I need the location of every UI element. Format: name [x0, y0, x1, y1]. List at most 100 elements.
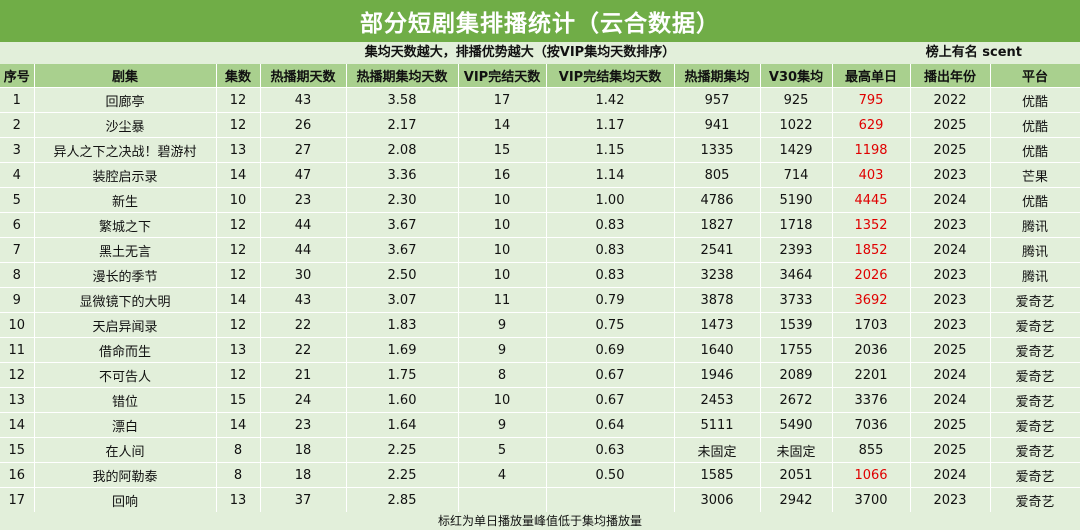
ranking-table: 序号 剧集 集数 热播期天数 热播期集均天数 VIP完结天数 VIP完结集均天数 热播期集均 V… — [0, 64, 1080, 513]
table-cell: 43 — [260, 287, 347, 313]
table-cell: 3692 — [832, 287, 911, 313]
table-cell: 1 — [0, 87, 35, 113]
table-cell: 16 — [458, 162, 547, 188]
table-cell: 30 — [260, 262, 347, 288]
table-row: 13 错位 15 24 1.60 10 0.67 2453 2672 3376 2024 爱奇艺 — [0, 387, 1080, 413]
table-cell: 繁城之下 — [34, 212, 217, 238]
table-row: 9 显微镜下的大明 14 43 3.07 11 0.79 3878 3733 3692 2023 爱奇… — [0, 287, 1080, 313]
table-cell: 14 — [0, 412, 35, 438]
table-cell: 借命而生 — [34, 337, 217, 363]
subtitle-bar: 集均天数越大，排播优势越大（按VIP集均天数排序） 榜上有名 scent — [0, 42, 1080, 64]
table-cell: 629 — [832, 112, 911, 138]
table-cell: 爱奇艺 — [990, 437, 1080, 463]
table-cell: 爱奇艺 — [990, 412, 1080, 438]
table-cell: 10 — [458, 187, 547, 213]
table-cell: 1.75 — [346, 362, 459, 388]
table-cell: 3464 — [760, 262, 833, 288]
table-cell: 14 — [458, 112, 547, 138]
table-cell: 0.83 — [546, 262, 675, 288]
table-cell: 2022 — [910, 87, 991, 113]
column-header: V30集均 — [760, 64, 833, 88]
table-row: 6 繁城之下 12 44 3.67 10 0.83 1827 1718 1352 2023 腾讯 — [0, 212, 1080, 238]
table-cell: 1640 — [674, 337, 761, 363]
table-cell: 8 — [0, 262, 35, 288]
table-cell: 26 — [260, 112, 347, 138]
table-cell: 37 — [260, 487, 347, 513]
column-header: 热播期集均 — [674, 64, 761, 88]
table-cell: 爱奇艺 — [990, 287, 1080, 313]
author-note: 榜上有名 scent — [925, 45, 1022, 60]
table-cell: 14 — [216, 287, 261, 313]
table-cell: 12 — [216, 212, 261, 238]
column-header: 热播期天数 — [260, 64, 347, 88]
table-row: 8 漫长的季节 12 30 2.50 10 0.83 3238 3464 2026 2023 腾讯 — [0, 262, 1080, 288]
table-cell: 芒果 — [990, 162, 1080, 188]
table-cell: 23 — [260, 412, 347, 438]
table-cell: 7 — [0, 237, 35, 263]
table-cell: 21 — [260, 362, 347, 388]
table-cell: 13 — [216, 137, 261, 163]
table-cell: 1827 — [674, 212, 761, 238]
table-cell: 不可告人 — [34, 362, 217, 388]
table-cell: 0.50 — [546, 462, 675, 488]
table-cell: 腾讯 — [990, 212, 1080, 238]
table-cell: 1.14 — [546, 162, 675, 188]
column-header: 平台 — [990, 64, 1080, 88]
table-cell: 14 — [216, 162, 261, 188]
table-cell: 1.17 — [546, 112, 675, 138]
table-cell: 1352 — [832, 212, 911, 238]
table-body: 1 回廊亭 12 43 3.58 17 1.42 957 925 795 2022 优酷 2 沙尘暴 12 2… — [0, 87, 1080, 513]
table-cell: 12 — [216, 262, 261, 288]
table-cell: 未固定 — [674, 437, 761, 463]
column-header: 热播期集均天数 — [346, 64, 459, 88]
table-row: 12 不可告人 12 21 1.75 8 0.67 1946 2089 2201 2024 爱奇艺 — [0, 362, 1080, 388]
table-cell: 1852 — [832, 237, 911, 263]
table-cell: 1.64 — [346, 412, 459, 438]
table-cell: 1.83 — [346, 312, 459, 338]
table-cell: 403 — [832, 162, 911, 188]
table-cell: 优酷 — [990, 87, 1080, 113]
table-cell: 8 — [458, 362, 547, 388]
table-cell: 8 — [216, 437, 261, 463]
table-cell: 1539 — [760, 312, 833, 338]
table-cell: 黑土无言 — [34, 237, 217, 263]
table-cell: 12 — [216, 87, 261, 113]
table-cell: 47 — [260, 162, 347, 188]
table-cell: 1.42 — [546, 87, 675, 113]
table-cell: 2942 — [760, 487, 833, 513]
column-header: 最高单日 — [832, 64, 911, 88]
table-cell: 未固定 — [760, 437, 833, 463]
table-cell: 18 — [260, 437, 347, 463]
table-cell: 1946 — [674, 362, 761, 388]
table-cell: 855 — [832, 437, 911, 463]
footer-note: 标红为单日播放量峰值低于集均播放量 — [0, 512, 1080, 530]
table-cell — [546, 487, 675, 513]
table-cell: 24 — [260, 387, 347, 413]
table-cell: 18 — [260, 462, 347, 488]
table-row: 10 天启异闻录 12 22 1.83 9 0.75 1473 1539 1703 2023 爱奇艺 — [0, 312, 1080, 338]
header-row: 序号 剧集 集数 热播期天数 热播期集均天数 VIP完结天数 VIP完结集均天数 热播期集均 V… — [0, 64, 1080, 88]
table-cell: 1022 — [760, 112, 833, 138]
table-cell: 0.83 — [546, 237, 675, 263]
column-header: 剧集 — [34, 64, 217, 88]
table-cell: 异人之下之决战！碧游村 — [34, 137, 217, 163]
table-cell: 2024 — [910, 387, 991, 413]
table-row: 15 在人间 8 18 2.25 5 0.63 未固定 未固定 855 2025 爱奇艺 — [0, 437, 1080, 463]
table-cell: 16 — [0, 462, 35, 488]
table-cell: 2024 — [910, 462, 991, 488]
table-cell: 4 — [0, 162, 35, 188]
table-cell: 3.58 — [346, 87, 459, 113]
table-cell: 7036 — [832, 412, 911, 438]
table-cell: 4786 — [674, 187, 761, 213]
table-cell: 3733 — [760, 287, 833, 313]
table-cell: 2672 — [760, 387, 833, 413]
table-cell: 爱奇艺 — [990, 487, 1080, 513]
table-cell: 1718 — [760, 212, 833, 238]
table-cell: 23 — [260, 187, 347, 213]
table-cell: 沙尘暴 — [34, 112, 217, 138]
table-cell: 13 — [216, 487, 261, 513]
table-cell: 5490 — [760, 412, 833, 438]
table-row: 14 漂白 14 23 1.64 9 0.64 5111 5490 7036 2025 爱奇艺 — [0, 412, 1080, 438]
table-cell: 显微镜下的大明 — [34, 287, 217, 313]
table-cell: 1.60 — [346, 387, 459, 413]
